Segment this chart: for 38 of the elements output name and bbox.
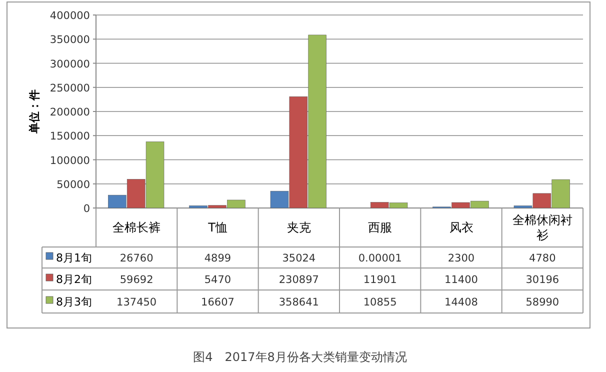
data-label: 358641 (278, 296, 319, 308)
data-label: 2300 (448, 252, 475, 264)
x-tick-label: 全棉休闲衬衫 (512, 213, 572, 242)
data-label: 230897 (278, 274, 319, 286)
y-tick-label: 0 (83, 203, 90, 215)
y-tick-label: 250000 (50, 82, 90, 94)
y-tick-label: 100000 (50, 154, 90, 167)
data-label: 11400 (444, 274, 478, 286)
data-label: 11901 (363, 274, 397, 286)
caption: 图4 2017年8月份各大类销量变动情况 (193, 350, 407, 364)
y-axis-title: 单位：件 (28, 90, 41, 134)
y-tick-label: 400000 (50, 10, 90, 22)
x-tick-label: 风衣 (449, 220, 474, 234)
data-label: 58990 (526, 296, 560, 308)
data-label: 0.00001 (358, 252, 402, 264)
legend-label: 8月3旬 (56, 296, 92, 308)
data-label: 30196 (526, 274, 560, 286)
y-tick-label: 350000 (50, 34, 90, 46)
data-label: 10855 (363, 296, 397, 308)
y-tick-label: 150000 (50, 130, 90, 143)
data-label: 35024 (282, 252, 316, 264)
x-tick-label: 西服 (368, 220, 392, 234)
data-label: 4780 (529, 252, 556, 264)
legend-label: 8月2旬 (56, 273, 92, 286)
data-label: 14408 (444, 296, 478, 308)
y-tick-label: 300000 (50, 58, 90, 70)
legend-label: 8月1旬 (56, 252, 92, 264)
x-tick-label: 全棉长裤 (112, 220, 161, 234)
data-label: 59692 (120, 274, 154, 286)
data-label: 26760 (120, 252, 154, 264)
data-label: 5470 (204, 274, 232, 286)
y-tick-label: 50000 (56, 178, 90, 191)
x-tick-label: 夹克 (286, 220, 311, 234)
x-tick-label: T恤 (207, 220, 228, 234)
y-tick-label: 200000 (50, 106, 90, 118)
data-label: 4899 (204, 252, 232, 264)
data-label: 16607 (201, 296, 234, 308)
data-label: 137450 (116, 296, 157, 308)
